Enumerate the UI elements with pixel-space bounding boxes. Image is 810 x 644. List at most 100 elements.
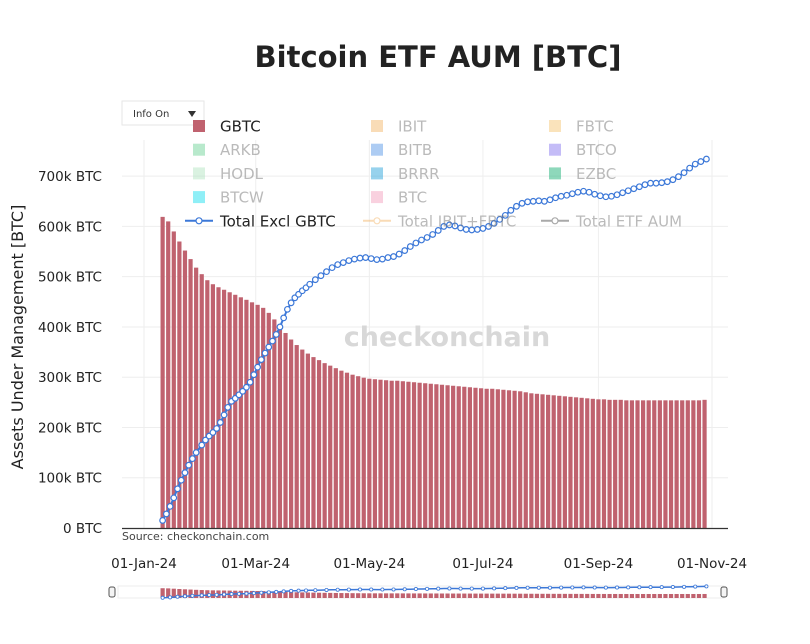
slider-right-handle[interactable] — [720, 586, 728, 598]
slider-gbtc-bar — [534, 593, 540, 598]
x-tick-label: 01-Jan-24 — [111, 556, 177, 572]
slider-gbtc-bar — [490, 593, 495, 598]
total-excl-gbtc-point — [170, 494, 178, 502]
total-excl-gbtc-point — [216, 419, 224, 426]
legend-item-bitb[interactable]: BITB — [371, 141, 432, 159]
slider-point — [425, 586, 430, 591]
legend-label: EZBC — [576, 165, 616, 183]
total-excl-gbtc-point — [513, 202, 520, 210]
legend-item-ezbc[interactable]: EZBC — [549, 165, 616, 183]
slider-gbtc-bar — [540, 593, 545, 598]
slider-gbtc-bar — [294, 592, 299, 598]
slider-point — [229, 592, 234, 597]
slider-gbtc-bar — [283, 591, 288, 598]
y-tick-label: 200k BTC — [38, 420, 102, 436]
slider-point — [168, 595, 173, 600]
slider-gbtc-bar — [182, 589, 188, 598]
slider-gbtc-bar — [484, 593, 489, 598]
total-excl-gbtc-point — [287, 299, 295, 307]
watermark: checkonchain — [344, 322, 550, 353]
total-excl-gbtc-point — [686, 164, 694, 172]
gbtc-bar — [344, 372, 350, 528]
slider-gbtc-bar — [529, 593, 534, 598]
slider-gbtc-bar — [702, 593, 707, 598]
slider-gbtc-bar — [685, 593, 690, 598]
slider-gbtc-bar — [495, 593, 500, 598]
total-excl-gbtc-point — [265, 343, 273, 351]
legend-item-gbtc[interactable]: GBTC — [193, 118, 261, 136]
legend-item-arkb[interactable]: ARKB — [193, 141, 261, 159]
legend-item-ibit[interactable]: IBIT — [371, 118, 427, 136]
plot-area[interactable]: checkonchain — [122, 140, 728, 530]
slider-gbtc-bar — [411, 593, 417, 598]
total-excl-gbtc-point — [574, 188, 582, 196]
gbtc-bar — [573, 397, 579, 528]
gbtc-bar — [221, 289, 227, 528]
slider-gbtc-bar — [378, 593, 383, 598]
gbtc-bar — [562, 396, 567, 528]
slider-left-handle[interactable] — [108, 586, 116, 598]
y-axis-label: Assets Under Management [BTC] — [8, 205, 27, 470]
total-excl-gbtc-point — [159, 517, 167, 524]
total-excl-gbtc-point — [192, 449, 200, 457]
legend-label: BITB — [398, 141, 432, 159]
gbtc-bar — [350, 374, 355, 528]
slider-gbtc-bar — [166, 588, 171, 598]
legend-item-brrr[interactable]: BRRR — [371, 165, 440, 183]
legend-item-total-etf-aum[interactable]: Total ETF AUM — [541, 212, 682, 230]
legend-swatch — [371, 167, 383, 180]
gbtc-bar — [383, 380, 389, 528]
total-excl-gbtc-point — [585, 188, 593, 196]
gbtc-bar — [501, 389, 506, 528]
total-excl-gbtc-point — [220, 411, 228, 419]
total-excl-gbtc-point — [390, 253, 397, 260]
gbtc-bar — [674, 400, 679, 528]
gbtc-bar — [182, 250, 188, 528]
legend-swatch — [193, 167, 205, 180]
legend-item-btco[interactable]: BTCO — [549, 141, 617, 159]
range-slider[interactable] — [108, 584, 728, 600]
slider-gbtc-bar — [680, 593, 685, 598]
gbtc-bar — [316, 360, 322, 528]
legend-item-total-excl-gbtc[interactable]: Total Excl GBTC — [185, 212, 336, 230]
legend-item-fbtc[interactable]: FBTC — [549, 118, 614, 136]
gbtc-bar — [289, 339, 294, 528]
legend-item-total-ibit-fbtc[interactable]: Total IBIT+FBTC — [363, 212, 516, 230]
gbtc-bar — [255, 304, 260, 528]
legend-item-btcw[interactable]: BTCW — [193, 189, 264, 207]
legend-label: FBTC — [576, 118, 614, 136]
total-excl-gbtc-point — [524, 198, 532, 206]
gbtc-bar — [361, 377, 366, 528]
gbtc-bar — [216, 287, 221, 528]
total-excl-gbtc-point — [703, 155, 710, 163]
total-excl-gbtc-point — [602, 193, 610, 201]
gbtc-bar — [300, 349, 305, 528]
legend-label: BRRR — [398, 165, 440, 183]
slider-gbtc-bar — [696, 593, 702, 598]
gbtc-bar — [618, 399, 623, 528]
legend-item-hodl[interactable]: HODL — [193, 165, 264, 183]
gbtc-bar — [629, 400, 635, 528]
total-excl-gbtc-point — [162, 510, 170, 518]
slider-point — [281, 589, 286, 594]
slider-point — [704, 584, 709, 589]
gbtc-bar — [305, 353, 310, 528]
gbtc-bar — [367, 378, 372, 528]
total-excl-gbtc-point — [529, 197, 537, 205]
legend-label: BTCO — [576, 141, 617, 159]
slider-gbtc-bar — [439, 593, 445, 598]
total-excl-gbtc-point — [246, 378, 254, 386]
info-dropdown[interactable]: Info On — [121, 100, 205, 126]
slider-gbtc-bar — [171, 588, 176, 598]
legend-item-btc[interactable]: BTC — [371, 189, 427, 207]
total-excl-gbtc-point — [254, 363, 262, 371]
total-excl-gbtc-point — [181, 469, 189, 477]
slider-gbtc-bar — [467, 593, 473, 598]
gbtc-bar — [546, 394, 551, 528]
slider-point — [469, 586, 474, 591]
source-note: Source: checkonchain.com — [122, 530, 269, 543]
gbtc-bar — [339, 370, 344, 528]
total-excl-gbtc-point — [317, 272, 325, 280]
gbtc-bar — [395, 380, 400, 528]
